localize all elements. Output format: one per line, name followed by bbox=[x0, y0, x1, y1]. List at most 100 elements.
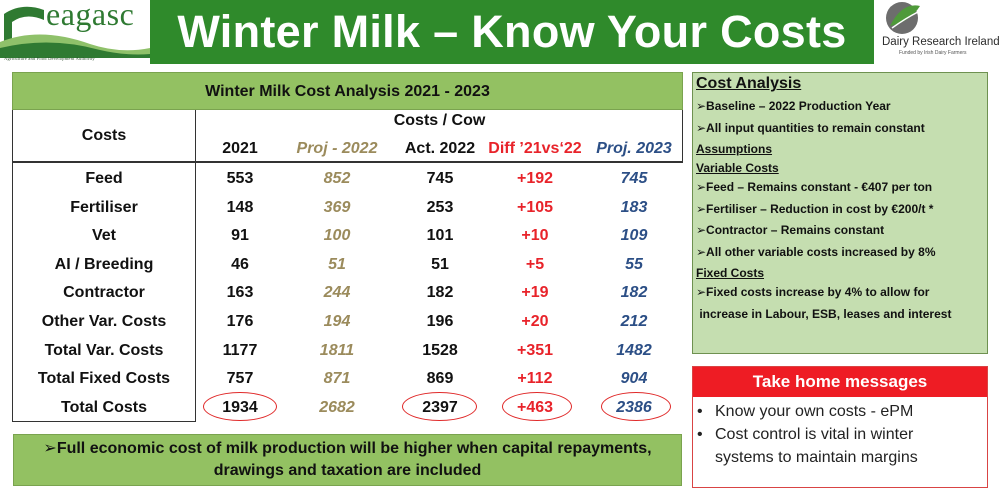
cell-proj-2023: 183 bbox=[620, 198, 648, 216]
title-bar: Winter Milk – Know Your Costs bbox=[150, 0, 874, 64]
message-text: Know your own costs - ePM bbox=[715, 403, 914, 420]
row-label: Fertiliser bbox=[70, 198, 138, 216]
analysis-line: ➢Fixed costs increase by 4% to allow for bbox=[696, 285, 930, 299]
variable-costs-heading: Variable Costs bbox=[696, 161, 779, 175]
teagasc-subtitle: Agriculture and Food Development Authori… bbox=[4, 56, 95, 61]
analysis-line: increase in Labour, ESB, leases and inte… bbox=[696, 306, 952, 321]
table-row: Vet 91 100 101 +10 109 bbox=[12, 223, 683, 252]
analysis-line: ➢Contractor – Remains constant bbox=[696, 223, 885, 237]
cell-proj-2023: 109 bbox=[620, 227, 648, 245]
cell-act-2022: 182 bbox=[426, 284, 454, 302]
cell-diff: +5 bbox=[525, 255, 545, 273]
cell-act-2022: 51 bbox=[431, 255, 449, 273]
cell-diff: +20 bbox=[521, 313, 549, 330]
cell-proj-2022: 244 bbox=[323, 284, 351, 302]
cost-analysis-panel: Cost Analysis ➢Baseline – 2022 Productio… bbox=[692, 72, 988, 354]
cell-act-2022: 253 bbox=[426, 198, 454, 216]
dairy-research-ireland-logo: Dairy Research Ireland Funded by Irish D… bbox=[876, 0, 1000, 64]
highlight-circle-diff bbox=[502, 392, 572, 421]
table-title: Winter Milk Cost Analysis 2021 - 2023 bbox=[12, 72, 683, 110]
cell-proj-2023: 182 bbox=[620, 284, 648, 302]
cell-proj-2023: 1482 bbox=[616, 341, 652, 359]
cell-proj-2022: 100 bbox=[323, 227, 351, 245]
table-row: Total Var. Costs 1177 1811 1528 +351 148… bbox=[12, 338, 683, 367]
analysis-line: ➢Baseline – 2022 Production Year bbox=[696, 99, 891, 113]
message-text: systems to maintain margins bbox=[715, 449, 918, 466]
take-home-panel: Take home messages • Know your own costs… bbox=[692, 366, 988, 488]
banner-line-1: ➢Full economic cost of milk production w… bbox=[43, 440, 652, 457]
table-row: Total Fixed Costs 757 871 869 +112 904 bbox=[12, 366, 683, 395]
list-item: • Know your own costs - ePM bbox=[697, 400, 987, 423]
table-left-border bbox=[12, 110, 13, 422]
bullet-icon: • bbox=[697, 426, 703, 443]
table-right-border bbox=[682, 110, 683, 162]
cell-2021: 148 bbox=[226, 198, 254, 216]
cell-proj-2022: 51 bbox=[328, 255, 346, 273]
cell-2021: 553 bbox=[226, 170, 254, 187]
analysis-line: ➢Feed – Remains constant - €407 per ton bbox=[696, 180, 933, 194]
cell-proj-2023: 904 bbox=[620, 370, 648, 388]
costs-column-header: Costs bbox=[81, 127, 127, 144]
col-header-proj-2022: Proj - 2022 bbox=[296, 140, 378, 157]
cell-diff: +351 bbox=[516, 341, 554, 359]
analysis-line: ➢Fertiliser – Reduction in cost by €200/… bbox=[696, 201, 934, 216]
analysis-line: ➢All other variable costs increased by 8… bbox=[696, 244, 936, 259]
cell-proj-2023: 55 bbox=[625, 255, 643, 273]
cell-diff: +10 bbox=[521, 227, 549, 245]
assumptions-heading: Assumptions bbox=[696, 142, 773, 156]
bullet-icon: • bbox=[697, 403, 703, 420]
table-bottom-border bbox=[12, 421, 196, 422]
page-title: Winter Milk – Know Your Costs bbox=[177, 6, 847, 57]
cell-act-2022: 1528 bbox=[422, 341, 458, 359]
cell-diff: +19 bbox=[521, 284, 549, 302]
cell-act-2022: 101 bbox=[426, 227, 454, 245]
dairy-tagline: Funded by Irish Dairy Farmers bbox=[899, 50, 967, 56]
cell-2021: 757 bbox=[226, 370, 254, 388]
col-header-diff: Diff ’21vs‘22 bbox=[488, 140, 582, 157]
table-header-divider bbox=[12, 161, 683, 163]
cell-act-2022: 745 bbox=[426, 170, 454, 187]
cell-proj-2022: 871 bbox=[323, 370, 351, 388]
col-header-act-2022: Act. 2022 bbox=[404, 140, 476, 157]
cell-proj-2023: 212 bbox=[620, 313, 648, 330]
cell-proj-2022: 1811 bbox=[319, 341, 355, 359]
table-row: Fertiliser 148 369 253 +105 183 bbox=[12, 195, 683, 224]
table-row: AI / Breeding 46 51 51 +5 55 bbox=[12, 252, 683, 281]
cell-proj-2023: 745 bbox=[620, 170, 648, 187]
fixed-costs-heading: Fixed Costs bbox=[696, 266, 765, 280]
table-row-total: Total Costs 1934 2682 2397 +463 2386 bbox=[12, 395, 683, 424]
cell-diff: +105 bbox=[516, 198, 554, 216]
cell-2021: 163 bbox=[226, 284, 254, 302]
cell-2021: 46 bbox=[231, 255, 249, 273]
table-row: Contractor 163 244 182 +19 182 bbox=[12, 280, 683, 309]
row-label: Feed bbox=[85, 170, 123, 187]
cell-act-2022: 869 bbox=[426, 370, 454, 388]
cell-2021: 1177 bbox=[222, 341, 258, 359]
teagasc-wordmark: eagasc bbox=[46, 0, 135, 32]
banner-line-2: drawings and taxation are included bbox=[213, 462, 482, 479]
cell-proj-2022: 194 bbox=[323, 313, 351, 330]
take-home-list: • Know your own costs - ePM • Cost contr… bbox=[693, 397, 987, 469]
cell-proj-2022: 852 bbox=[323, 170, 351, 187]
cell-proj-2022: 369 bbox=[323, 198, 351, 216]
dairy-brand-name: Dairy Research Ireland bbox=[882, 36, 1000, 48]
cell-diff: +192 bbox=[516, 170, 554, 187]
table-column-divider bbox=[195, 110, 196, 422]
table-row: Feed 553 852 745 +192 745 bbox=[12, 166, 683, 195]
list-item: • Cost control is vital in winter system… bbox=[697, 423, 987, 469]
row-label: Total Costs bbox=[61, 398, 147, 416]
highlight-circle-act-2022 bbox=[402, 392, 477, 421]
row-label: Vet bbox=[91, 227, 116, 245]
row-label: Contractor bbox=[63, 284, 145, 302]
cell-2021: 176 bbox=[226, 313, 254, 330]
cost-analysis-title: Cost Analysis bbox=[696, 75, 802, 92]
row-label: AI / Breeding bbox=[54, 255, 154, 273]
analysis-line: ➢All input quantities to remain constant bbox=[696, 120, 925, 135]
cell-act-2022: 196 bbox=[426, 313, 454, 330]
table-header: Costs Costs / Cow 2021 Proj - 2022 Act. … bbox=[12, 110, 683, 162]
row-label: Other Var. Costs bbox=[41, 313, 167, 330]
cost-table: Winter Milk Cost Analysis 2021 - 2023 Co… bbox=[12, 72, 683, 422]
highlight-circle-2021 bbox=[203, 392, 277, 421]
col-header-2021: 2021 bbox=[222, 140, 258, 157]
row-label: Total Var. Costs bbox=[44, 341, 164, 359]
